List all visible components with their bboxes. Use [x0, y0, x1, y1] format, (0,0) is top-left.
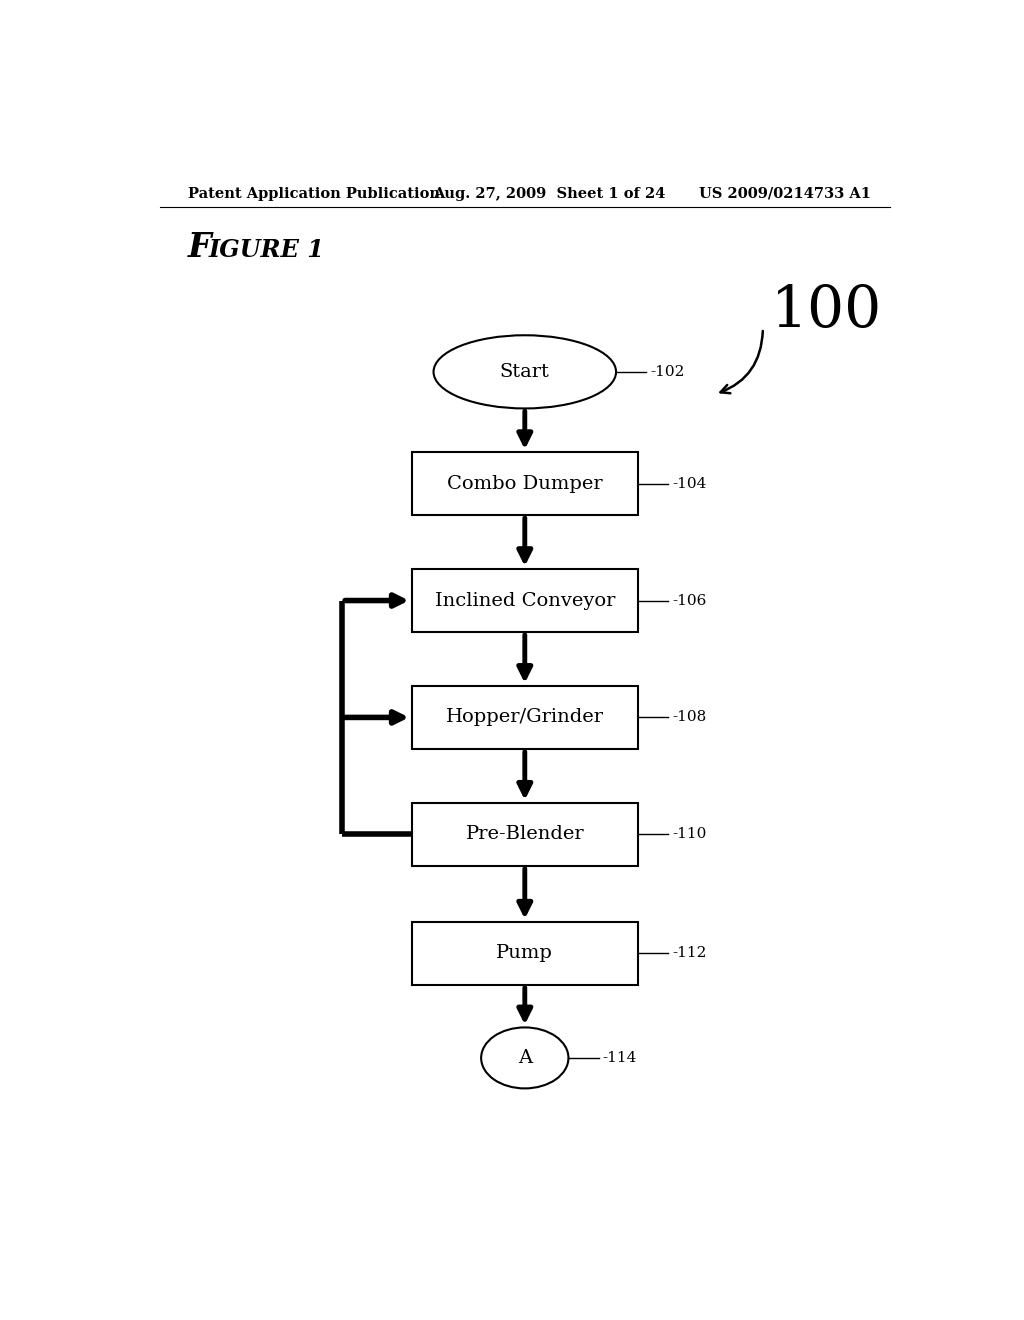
Text: Inclined Conveyor: Inclined Conveyor [434, 591, 615, 610]
Bar [412, 921, 638, 985]
Text: Aug. 27, 2009  Sheet 1 of 24: Aug. 27, 2009 Sheet 1 of 24 [433, 187, 666, 201]
Bar [412, 686, 638, 748]
Bar [412, 803, 638, 866]
Text: -114: -114 [602, 1051, 637, 1065]
Bar [412, 569, 638, 632]
Text: -104: -104 [672, 477, 707, 491]
Text: F: F [187, 231, 211, 264]
Text: A: A [518, 1049, 531, 1067]
Text: Patent Application Publication: Patent Application Publication [187, 187, 439, 201]
Text: -106: -106 [672, 594, 707, 607]
Text: Combo Dumper: Combo Dumper [447, 475, 602, 492]
Text: Hopper/Grinder: Hopper/Grinder [445, 709, 604, 726]
Text: -112: -112 [672, 946, 707, 960]
Text: 100: 100 [771, 282, 882, 339]
Text: US 2009/0214733 A1: US 2009/0214733 A1 [699, 187, 871, 201]
Text: -108: -108 [672, 710, 707, 725]
Text: IGURE 1: IGURE 1 [208, 238, 325, 261]
Text: Pre-Blender: Pre-Blender [466, 825, 584, 843]
Text: -110: -110 [672, 828, 707, 841]
Text: Pump: Pump [497, 944, 553, 962]
Text: -102: -102 [650, 364, 685, 379]
Bar [412, 453, 638, 515]
Text: Start: Start [500, 363, 550, 381]
